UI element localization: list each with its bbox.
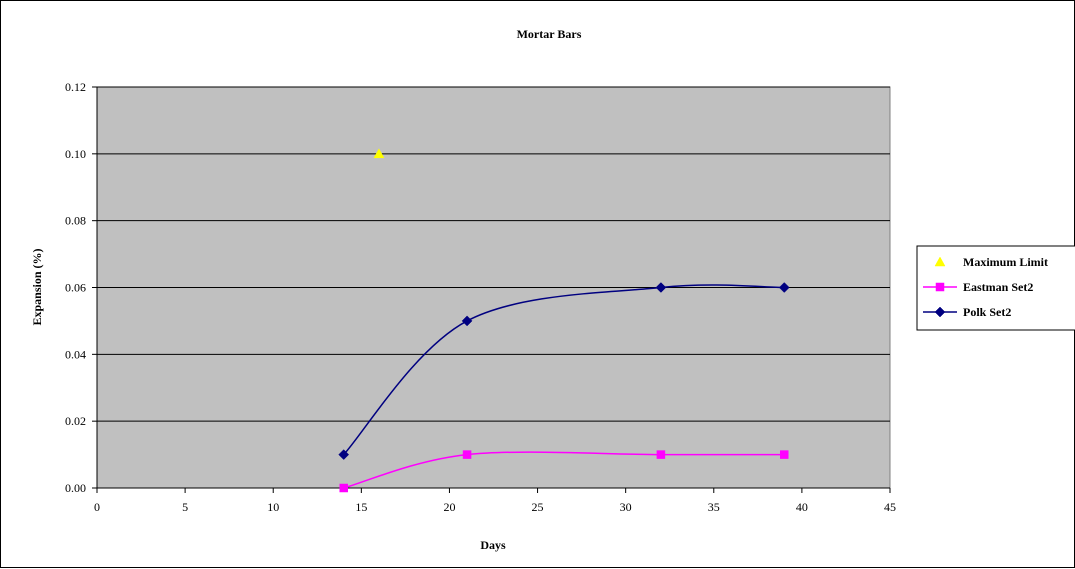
y-tick-label: 0.08 [65,214,86,228]
x-tick-label: 0 [94,500,100,514]
x-axis-title: Days [480,538,506,552]
y-tick-label: 0.00 [65,481,86,495]
gridlines [97,86,890,422]
y-tick-label: 0.02 [65,414,86,428]
data-point [461,315,473,327]
legend-label: Polk Set2 [963,305,1011,319]
legend-marker [934,306,946,318]
x-tick-label: 30 [620,500,632,514]
axes: 0.00 0.02 0.04 0.06 0.08 0.10 0.12 0 5 10 15 20 25 30… [65,80,896,514]
x-tick-label: 25 [532,500,544,514]
legend-marker [935,282,945,292]
x-tick-label: 10 [267,500,279,514]
x-tick-label: 45 [884,500,896,514]
data-point [339,483,348,493]
x-tick-label: 15 [355,500,367,514]
x-tick-label: 20 [443,500,455,514]
legend-item: Eastman Set2 [923,280,1033,294]
y-tick-label: 0.04 [65,347,86,361]
series-2 [338,282,790,460]
data-point [655,282,667,293]
series-line [343,284,785,456]
legend-label: Maximum Limit [963,255,1048,269]
y-tick-label: 0.12 [65,80,86,94]
data-point [656,450,666,459]
data-point [778,282,790,293]
data-point [780,450,789,459]
legend-item: Polk Set2 [923,305,1011,319]
series-layer [338,148,790,493]
legend-marker [934,256,946,267]
y-axis-title: Expansion (%) [30,248,44,325]
x-tick-label: 5 [182,500,188,514]
chart-title: Mortar Bars [517,27,582,41]
y-tick-label: 0.10 [65,147,86,161]
x-tick-label: 40 [796,500,808,514]
series-1 [339,450,789,493]
x-tick-label: 35 [708,500,720,514]
legend-item: Maximum Limit [934,255,1048,269]
series-0 [373,148,385,159]
legend-label: Eastman Set2 [963,280,1033,294]
legend: Maximum Limit Eastman Set2 Polk Set2 [916,245,1075,331]
y-tick-label: 0.06 [65,281,86,295]
data-point [373,148,385,159]
data-point [462,450,472,459]
series-line [343,451,785,489]
data-point [338,449,350,460]
